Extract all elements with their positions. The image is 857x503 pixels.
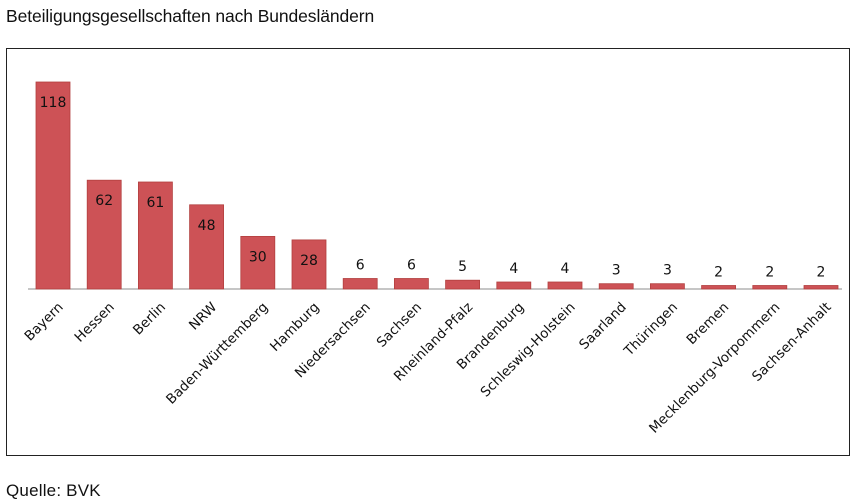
data-label: 3: [612, 263, 621, 279]
data-label: 5: [458, 259, 467, 275]
category-label: Berlin: [130, 299, 169, 338]
chart-frame: [6, 48, 850, 456]
category-label: Schleswig-Holstein: [478, 299, 579, 400]
bar: [803, 285, 839, 290]
category-label: NRW: [186, 299, 220, 333]
bar: [547, 281, 583, 290]
category-label: Bayern: [22, 299, 67, 344]
category-label: Hessen: [72, 299, 118, 345]
category-label: Sachsen: [374, 299, 425, 350]
data-label: 3: [663, 263, 672, 279]
data-label: 2: [765, 265, 774, 281]
bars-group: [35, 81, 839, 290]
bar: [752, 285, 788, 290]
data-labels-group: 118 62 61 48 30 28 6 6 5 4 4 3 3 2 2 2: [40, 95, 826, 281]
category-label: Saarland: [576, 299, 630, 353]
bar: [393, 278, 429, 290]
category-labels-group: Bayern Hessen Berlin NRWBaden-WürttembergHa…: [22, 299, 835, 436]
bar: [342, 278, 378, 290]
bar: [598, 283, 634, 290]
bar: [650, 283, 685, 290]
data-label: 28: [300, 253, 318, 269]
bar: [35, 81, 71, 290]
data-label: 4: [561, 261, 570, 277]
data-label: 2: [714, 265, 723, 281]
bar: [137, 181, 173, 290]
category-label: Bremen: [684, 299, 733, 348]
bar: [496, 281, 532, 290]
bar: [189, 204, 225, 290]
source-note: Quelle: BVK: [6, 481, 101, 500]
chart-title: Beteiligungsgesellschaften nach Bundeslä…: [6, 6, 375, 26]
data-label: 2: [817, 265, 826, 281]
bar: [701, 285, 736, 290]
bar: [291, 239, 327, 290]
data-label: 6: [356, 258, 365, 274]
category-label: Thüringen: [620, 299, 681, 360]
bar: [86, 179, 122, 290]
data-label: 30: [249, 249, 267, 265]
bar: [445, 279, 481, 290]
bar: [240, 235, 276, 290]
data-label: 61: [146, 195, 164, 211]
data-label: 62: [95, 193, 113, 209]
data-label: 6: [407, 258, 416, 274]
category-label: Baden-Württemberg: [163, 299, 271, 407]
data-label: 4: [509, 261, 518, 277]
data-label: 118: [40, 95, 67, 111]
data-label: 48: [198, 218, 216, 234]
